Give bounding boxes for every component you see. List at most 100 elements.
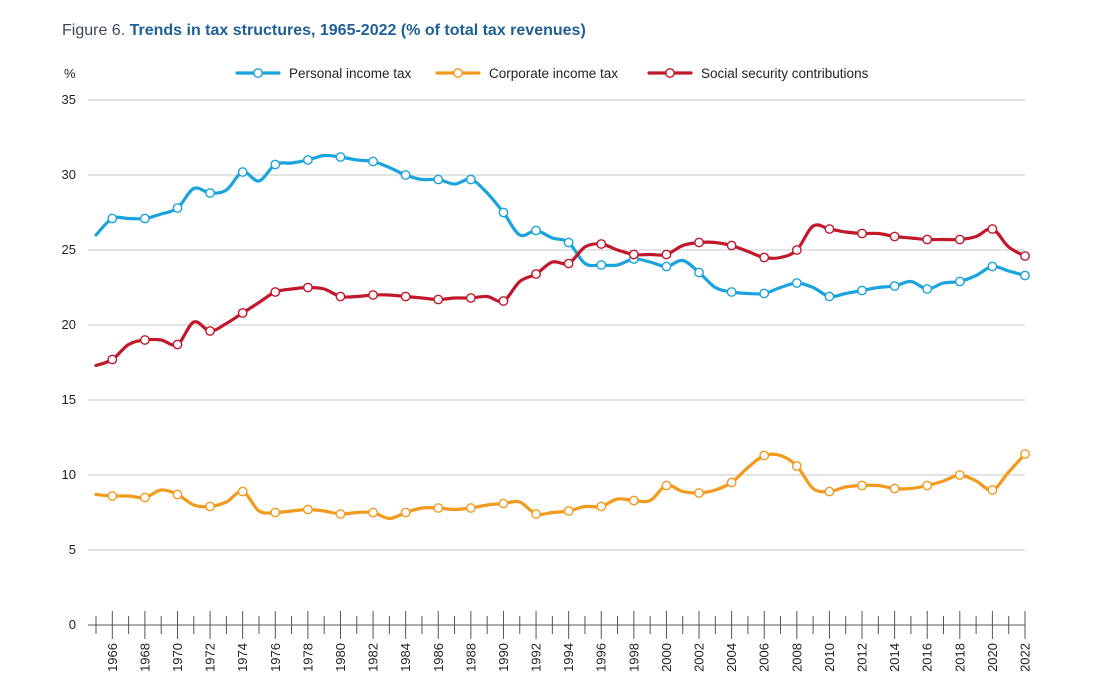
data-point-corporate-income-tax [205, 501, 215, 512]
data-point-social-security-contributions [791, 245, 802, 255]
data-point-personal-income-tax [824, 291, 835, 302]
data-point-social-security-contributions [465, 293, 476, 303]
data-point-social-security-contributions [139, 335, 150, 345]
data-point-social-security-contributions [726, 240, 737, 251]
x-tick-label: 1978 [300, 643, 315, 672]
data-point-corporate-income-tax [335, 509, 346, 519]
x-tick-label: 2000 [659, 643, 674, 672]
y-tick-label: 15 [62, 392, 76, 407]
y-tick-label: 5 [69, 542, 76, 557]
y-tick-label: 20 [62, 317, 76, 332]
data-point-personal-income-tax [791, 278, 802, 288]
data-point-personal-income-tax [205, 188, 215, 198]
figure-title-text: Trends in tax structures, 1965-2022 (% o… [129, 22, 586, 39]
data-point-corporate-income-tax [302, 504, 313, 515]
data-point-corporate-income-tax [563, 506, 574, 516]
data-point-corporate-income-tax [628, 495, 639, 506]
data-point-corporate-income-tax [857, 480, 867, 491]
data-point-personal-income-tax [987, 261, 998, 272]
y-tick-label: 25 [62, 242, 76, 257]
data-point-corporate-income-tax [694, 488, 704, 498]
gridlines [88, 99, 1025, 551]
data-point-social-security-contributions [922, 234, 933, 245]
data-point-social-security-contributions [302, 282, 313, 293]
data-point-personal-income-tax [498, 207, 509, 218]
data-point-corporate-income-tax [107, 491, 118, 501]
data-point-corporate-income-tax [759, 450, 770, 461]
x-tick-label: 2002 [692, 643, 707, 672]
data-point-social-security-contributions [563, 258, 574, 269]
y-tick-label: 10 [62, 467, 76, 482]
data-point-social-security-contributions [531, 269, 541, 279]
data-point-social-security-contributions [628, 249, 639, 260]
data-point-corporate-income-tax [824, 486, 835, 497]
data-point-corporate-income-tax [954, 470, 965, 480]
data-point-personal-income-tax [954, 276, 965, 287]
legend-item-personal-income-tax: Personal income tax [235, 66, 412, 81]
legend-swatch-marker [253, 68, 263, 78]
y-axis-ticks: 0 5 10 15 20 25 30 35 [62, 92, 76, 632]
data-point-social-security-contributions [759, 252, 770, 263]
x-tick-label: 2022 [1018, 643, 1033, 672]
data-point-social-security-contributions [433, 294, 444, 305]
figure-title: Figure 6. Trends in tax structures, 1965… [62, 22, 586, 40]
x-tick-label: 1994 [561, 643, 576, 672]
x-tick-label: 2016 [920, 643, 935, 672]
data-point-social-security-contributions [400, 291, 411, 302]
x-tick-label: 1968 [137, 643, 152, 672]
x-tick-label: 1992 [529, 643, 544, 672]
data-point-social-security-contributions [987, 224, 998, 234]
x-tick-label: 1988 [463, 643, 478, 672]
data-point-corporate-income-tax [889, 483, 900, 494]
data-point-personal-income-tax [139, 213, 150, 224]
data-point-personal-income-tax [433, 174, 444, 185]
data-point-personal-income-tax [335, 152, 346, 162]
series-line-social-security-contributions [94, 223, 1027, 368]
data-point-corporate-income-tax [172, 489, 183, 500]
legend-label: Social security contributions [701, 66, 869, 81]
x-tick-label: 2020 [985, 643, 1000, 672]
data-point-corporate-income-tax [1020, 449, 1030, 459]
data-point-social-security-contributions [857, 228, 867, 239]
data-point-social-security-contributions [107, 354, 118, 365]
data-point-social-security-contributions [596, 239, 607, 249]
data-point-corporate-income-tax [237, 486, 248, 497]
series-lines [94, 152, 1030, 521]
data-point-personal-income-tax [237, 167, 248, 177]
data-point-personal-income-tax [465, 174, 476, 185]
data-point-social-security-contributions [205, 326, 215, 336]
data-point-personal-income-tax [1020, 270, 1030, 281]
data-point-personal-income-tax [596, 260, 607, 270]
x-tick-label: 2004 [724, 643, 739, 672]
data-point-corporate-income-tax [661, 480, 672, 491]
data-point-corporate-income-tax [270, 507, 281, 518]
data-point-social-security-contributions [498, 296, 509, 306]
data-point-personal-income-tax [107, 213, 118, 224]
x-tick-label: 2010 [822, 643, 837, 672]
data-point-social-security-contributions [1020, 251, 1030, 261]
data-point-social-security-contributions [661, 249, 672, 260]
y-axis-unit-label: % [64, 66, 76, 81]
figure-label: Figure 6. [62, 22, 126, 39]
legend-item-social-security-contributions: Social security contributions [647, 66, 869, 81]
data-point-social-security-contributions [335, 291, 346, 302]
y-tick-label: 30 [62, 167, 76, 182]
data-point-personal-income-tax [563, 237, 574, 248]
data-point-social-security-contributions [694, 237, 704, 248]
data-point-social-security-contributions [954, 234, 965, 245]
x-tick-label: 1990 [496, 643, 511, 672]
data-point-social-security-contributions [889, 231, 900, 242]
data-point-personal-income-tax [368, 156, 378, 167]
data-point-personal-income-tax [922, 284, 933, 294]
x-tick-label: 1984 [398, 643, 413, 672]
x-tick-label: 2014 [887, 643, 902, 672]
data-point-personal-income-tax [661, 261, 672, 272]
legend: Personal income tax Corporate income tax S… [235, 66, 869, 81]
y-tick-label: 0 [69, 617, 76, 632]
data-point-social-security-contributions [824, 224, 835, 234]
legend-item-corporate-income-tax: Corporate income tax [435, 66, 618, 81]
data-point-corporate-income-tax [596, 501, 607, 512]
x-tick-label: 1982 [366, 643, 381, 672]
x-tick-label: 1966 [105, 643, 120, 672]
